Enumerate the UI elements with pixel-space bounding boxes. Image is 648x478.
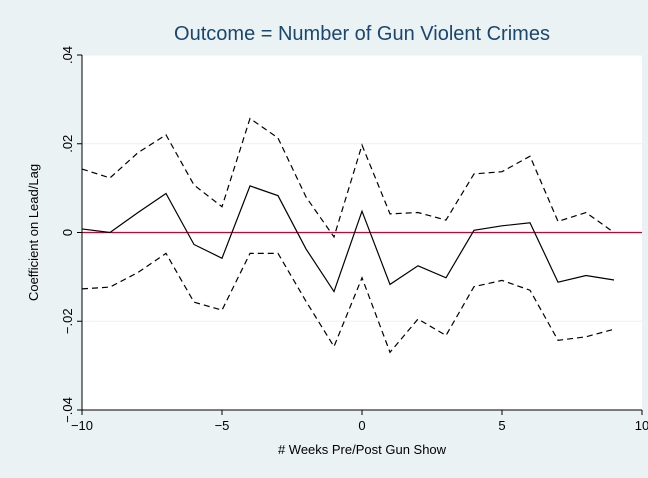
y-tick-label-0: −.04 bbox=[60, 397, 75, 423]
chart-title: Outcome = Number of Gun Violent Crimes bbox=[174, 23, 550, 45]
series-line-0 bbox=[81, 185, 615, 293]
x-tick-label-4: 10 bbox=[635, 418, 648, 433]
y-tick-label-3: .02 bbox=[60, 135, 75, 153]
y-tick-label-1: −.02 bbox=[60, 308, 75, 334]
axes: −10 −5 0 5 10 −.04 −.02 0 .02 .04 bbox=[60, 46, 648, 433]
series-group bbox=[81, 117, 615, 354]
series-line-2 bbox=[81, 252, 615, 354]
x-tick-label-1: −5 bbox=[215, 418, 230, 433]
y-tick-label-2: 0 bbox=[60, 229, 75, 236]
y-axis-label: Coefficient on Lead/Lag bbox=[26, 164, 41, 301]
x-tick-label-0: −10 bbox=[71, 418, 93, 433]
series-line-1 bbox=[81, 117, 615, 239]
y-tick-label-4: .04 bbox=[60, 46, 75, 64]
x-axis-label: # Weeks Pre/Post Gun Show bbox=[278, 442, 447, 457]
x-tick-label-3: 5 bbox=[498, 418, 505, 433]
x-tick-label-2: 0 bbox=[358, 418, 365, 433]
